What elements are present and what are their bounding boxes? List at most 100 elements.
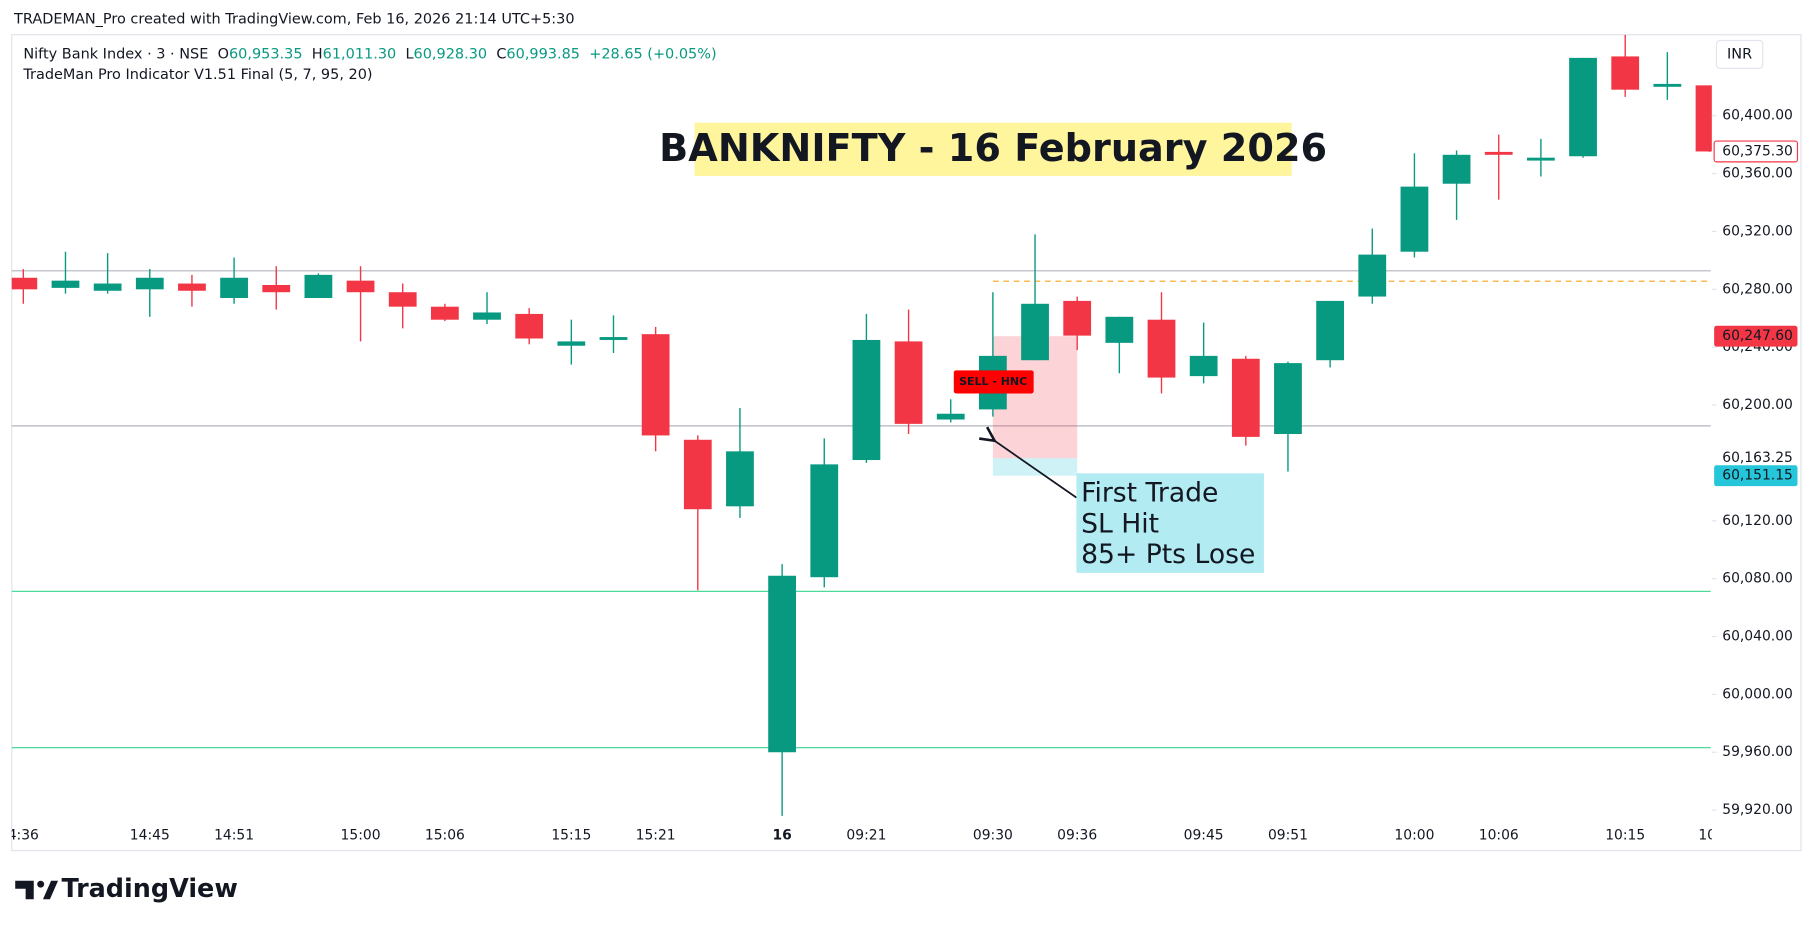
candle-body <box>220 277 248 299</box>
logo-mark <box>15 880 34 900</box>
annotation-line: SL Hit <box>1081 508 1159 539</box>
y-tick-label: 60,400.00 <box>1722 108 1793 124</box>
price-tag-label: 60,247.60 <box>1722 328 1793 344</box>
candle-body <box>1147 319 1176 378</box>
candle-body <box>1653 83 1682 87</box>
candle-body <box>1442 154 1471 184</box>
low-value: 60,928.30 <box>414 46 488 62</box>
open-value: 60,953.35 <box>229 46 303 62</box>
symbol: Nifty Bank Index · 3 · NSE <box>23 46 208 62</box>
y-tick-label: 60,120.00 <box>1722 513 1793 529</box>
signal-label: SELL - HNC <box>959 375 1027 388</box>
price-tag-label: 60,151.15 <box>1722 468 1793 484</box>
title-box <box>694 122 1292 176</box>
x-tick-label: 14:51 <box>214 828 254 844</box>
x-tick-label: 09:51 <box>1268 828 1308 844</box>
candle-body <box>93 283 122 291</box>
x-tick-label: 15:06 <box>425 828 465 844</box>
candle-body <box>1231 358 1260 437</box>
open-label: O <box>218 46 229 62</box>
candle-body <box>1611 56 1640 90</box>
y-tick-label: 59,920.00 <box>1722 802 1793 818</box>
x-tick-label: 09:30 <box>973 828 1013 844</box>
signal-box <box>953 370 1034 394</box>
plot-area <box>11 34 1712 816</box>
candle-body <box>11 277 38 290</box>
candle-body <box>473 312 501 320</box>
annotation-line: 85+ Pts Lose <box>1081 539 1255 570</box>
candle-body <box>1189 355 1218 377</box>
candle-body <box>135 277 164 290</box>
logo-slash <box>42 880 59 900</box>
high-label: H <box>312 46 323 62</box>
legend-line: Nifty Bank Index · 3 · NSE O60,953.35 H6… <box>23 46 716 62</box>
candle-body <box>430 306 459 320</box>
y-tick-label: 60,000.00 <box>1722 686 1793 702</box>
indicator-name: TradeMan Pro Indicator V1.51 Final (5, 7… <box>22 67 372 83</box>
candle-body <box>51 280 80 288</box>
x-tick-label: 15:00 <box>341 828 381 844</box>
candle-body <box>768 575 796 753</box>
annotation-arrow <box>993 440 1077 499</box>
candle-body <box>346 280 375 293</box>
candle-body <box>1400 186 1429 252</box>
candle-body <box>1105 316 1134 343</box>
y-tick-label: 60,080.00 <box>1722 571 1793 587</box>
time-axis: 4:36 14:45 14:51 15:00 15:06 15:15 15:21 16 09:2… <box>12 828 1720 844</box>
price-tag <box>1713 140 1799 163</box>
candle-body <box>557 341 586 346</box>
annotation-box <box>1076 473 1264 573</box>
x-tick-label: 10:06 <box>1479 828 1519 844</box>
x-tick-label: 10:15 <box>1605 828 1645 844</box>
low-label: L <box>405 46 413 62</box>
price-tag-label: 60,163.25 <box>1722 450 1793 466</box>
candle-body <box>852 339 881 461</box>
candle-body <box>1021 303 1049 361</box>
candle-body <box>1063 300 1092 336</box>
candle-body <box>894 341 923 424</box>
candle-body <box>1569 57 1597 157</box>
y-tick-label: 60,320.00 <box>1722 223 1793 239</box>
candle-body <box>936 413 965 420</box>
tradingview-logo: TradingView <box>15 874 238 904</box>
x-tick-label: 09:45 <box>1184 828 1224 844</box>
y-tick-label: 60,200.00 <box>1722 397 1793 413</box>
y-tick-label: 60,360.00 <box>1722 166 1793 182</box>
candle-body <box>262 284 291 293</box>
candle-body <box>178 283 206 291</box>
x-tick-label: 16 <box>772 828 791 844</box>
x-tick-label: 10: <box>1698 828 1720 844</box>
price-tag-label: 60,375.30 <box>1722 143 1793 159</box>
candle-body <box>1274 363 1302 434</box>
annotation-line: First Trade <box>1081 478 1218 509</box>
candle-body <box>683 439 712 510</box>
overlay: BANKNIFTY - 16 February 2026 SELL - HNC Fi… <box>659 122 1327 573</box>
candle-body <box>1358 254 1387 297</box>
candle-body <box>599 337 628 340</box>
high-value: 61,011.30 <box>323 46 397 62</box>
currency[interactable]: INR <box>1727 46 1752 62</box>
x-tick-label: 09:21 <box>846 828 886 844</box>
candle-body <box>726 451 754 507</box>
candle-body <box>1484 151 1513 155</box>
credit: TRADEMAN_Pro created with TradingView.co… <box>13 12 575 28</box>
y-tick-label: 59,960.00 <box>1722 744 1793 760</box>
close-label: C <box>496 46 506 62</box>
currency-box[interactable] <box>1715 39 1764 69</box>
candle-body <box>1527 157 1555 161</box>
price-tag <box>1714 465 1798 487</box>
y-tick-label: 60,040.00 <box>1722 629 1793 645</box>
close-value: 60,993.85 <box>506 46 580 62</box>
x-tick-label: 10:00 <box>1394 828 1434 844</box>
candle-body <box>810 464 839 578</box>
candle-body <box>515 313 544 339</box>
price-tag <box>1714 325 1798 347</box>
y-tick-label: 60,280.00 <box>1722 281 1793 297</box>
candle-body <box>304 274 333 299</box>
logo-text: TradingView <box>62 874 238 904</box>
candle-body <box>1695 85 1712 152</box>
candle-body <box>641 334 670 436</box>
chart-title: BANKNIFTY - 16 February 2026 <box>659 127 1327 171</box>
candle-body <box>1316 300 1345 361</box>
